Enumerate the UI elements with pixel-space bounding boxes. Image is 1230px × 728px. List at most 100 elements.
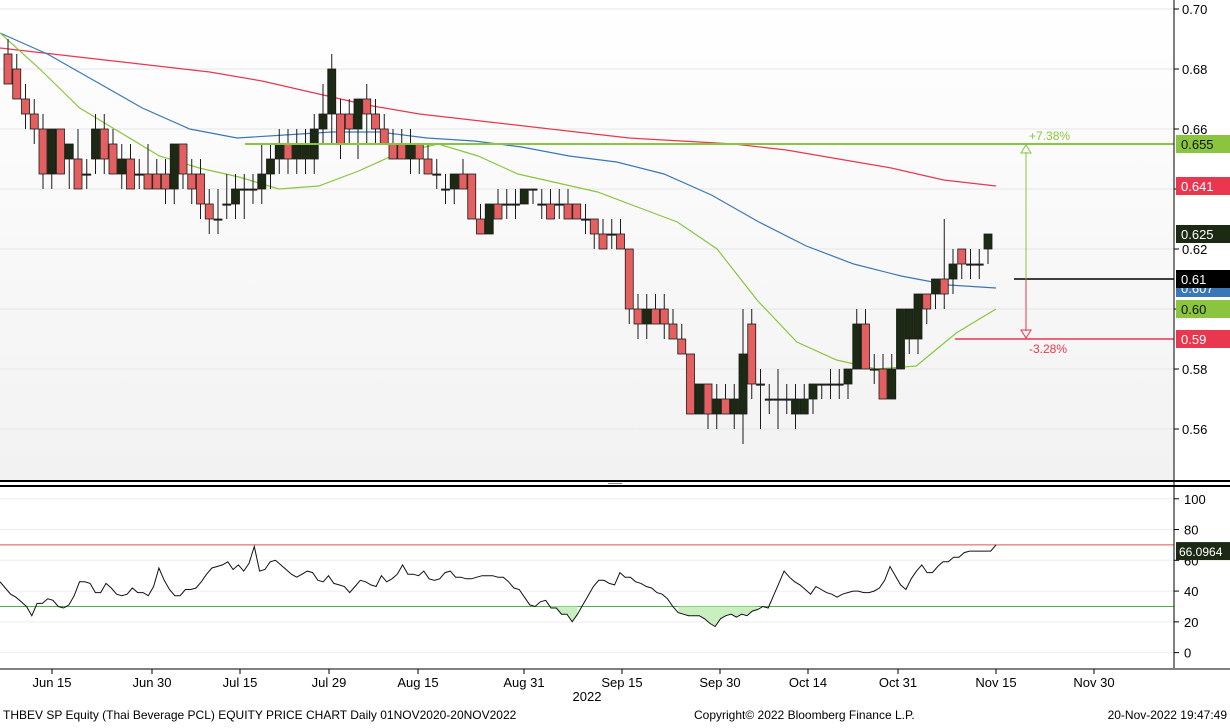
candle-body xyxy=(939,278,949,295)
candle-body xyxy=(764,398,774,401)
ma-200-value-tag: 0.641 xyxy=(1181,179,1214,194)
candle-body xyxy=(554,203,564,206)
candle-body xyxy=(913,293,923,340)
arrow-head-up xyxy=(1020,144,1032,154)
candle-body xyxy=(528,188,538,191)
candle-body xyxy=(782,398,792,401)
candle-body xyxy=(756,383,765,386)
ma-20-value-tag: 0.60 xyxy=(1181,302,1206,317)
price-tick-label: 0.62 xyxy=(1182,242,1207,257)
x-tick-label: Sep 15 xyxy=(601,675,642,690)
x-tick-label: Nov 30 xyxy=(1073,675,1114,690)
candle-body xyxy=(449,173,459,190)
candle-body xyxy=(834,383,844,386)
candle-body xyxy=(274,143,284,160)
x-tick-label: Aug 15 xyxy=(397,675,438,690)
candle-body xyxy=(283,143,293,160)
candle-body xyxy=(388,143,398,160)
x-tick-label: Oct 31 xyxy=(879,675,917,690)
candle-body xyxy=(878,368,888,400)
candle-body xyxy=(738,353,748,415)
axes xyxy=(0,0,1230,674)
candle-body xyxy=(519,188,529,205)
last-price-tag-bg xyxy=(1176,225,1230,243)
candle-body xyxy=(589,218,599,235)
candle-body xyxy=(493,203,503,220)
candle-body xyxy=(362,98,372,115)
candle-body xyxy=(458,173,468,190)
candle-body xyxy=(791,398,800,415)
candle-body xyxy=(843,368,853,385)
candle-body xyxy=(974,263,984,266)
candle-body xyxy=(808,383,818,400)
moving-average-line xyxy=(0,47,997,187)
candle-body xyxy=(91,128,100,160)
price-tick-label: 0.70 xyxy=(1182,2,1207,17)
candle-body xyxy=(852,323,862,370)
footer-right: 20-Nov-2022 19:47:49 xyxy=(1108,708,1228,722)
candle-body xyxy=(126,158,135,190)
candle-body xyxy=(607,233,617,236)
candle-body xyxy=(161,173,170,190)
candle-body xyxy=(773,398,783,401)
level-upper-tag: 0.655 xyxy=(1181,137,1214,152)
candle-body xyxy=(869,368,879,371)
x-axis-year-label: 2022 xyxy=(573,689,602,704)
rsi-oversold-fill xyxy=(678,606,758,627)
candle-body xyxy=(379,128,389,145)
candle-body xyxy=(108,143,118,175)
footer-left: THBEV SP Equity (Thai Beverage PCL) EQUI… xyxy=(3,708,517,722)
candle-body xyxy=(703,383,713,415)
candle-body xyxy=(537,203,547,206)
rsi-tick-label: 0 xyxy=(1184,646,1191,661)
candle-body xyxy=(799,398,809,415)
candle-body xyxy=(721,398,730,415)
candle-body xyxy=(712,398,722,415)
candle-body xyxy=(213,218,223,221)
candle-body xyxy=(222,203,232,206)
candle-body xyxy=(467,173,477,220)
candle-body xyxy=(397,143,407,160)
level-upper-tag-bg xyxy=(1176,135,1230,153)
candle-body xyxy=(887,368,897,400)
candle-body xyxy=(414,143,424,160)
candle-body xyxy=(301,143,310,160)
candle-body xyxy=(196,173,205,205)
candle-body xyxy=(257,173,267,190)
candle-body xyxy=(896,308,905,370)
candle-body xyxy=(187,173,197,190)
candle-body xyxy=(143,173,153,190)
candle-body xyxy=(82,173,92,176)
footer-center: Copyright© 2022 Bloomberg Finance L.P. xyxy=(694,708,915,722)
level-lower-tag-bg xyxy=(1176,330,1230,348)
candle-body xyxy=(21,98,30,115)
rsi-tick-label: 20 xyxy=(1184,615,1198,630)
candle-body xyxy=(511,203,520,206)
level-mid-tag: 0.61 xyxy=(1181,272,1206,287)
gridlines xyxy=(0,0,1174,654)
candle-body xyxy=(502,203,512,206)
x-tick-label: Jun 30 xyxy=(132,675,171,690)
price-tick-label: 0.56 xyxy=(1182,422,1207,437)
candle-body xyxy=(922,293,932,310)
candle-body xyxy=(152,173,162,190)
candle-body xyxy=(423,158,433,175)
candle-body xyxy=(3,53,13,85)
axis-labels: +7.38%-3.28%0.700.680.660.640.620.600.58… xyxy=(32,2,1230,704)
x-tick-label: Jun 15 xyxy=(32,675,71,690)
candle-body xyxy=(38,128,48,175)
x-tick-label: Jul 15 xyxy=(223,675,258,690)
candle-body xyxy=(624,248,634,310)
candle-body xyxy=(484,203,494,235)
candle-body xyxy=(47,128,57,175)
rsi-panel xyxy=(0,544,1174,628)
rsi-tick-label: 80 xyxy=(1184,523,1198,538)
price-tick-label: 0.68 xyxy=(1182,62,1207,77)
level-lower-tag: 0.59 xyxy=(1181,332,1206,347)
candle-body xyxy=(966,263,975,266)
candlestick-series xyxy=(3,39,993,444)
rsi-tick-label: 40 xyxy=(1184,584,1198,599)
candle-body xyxy=(581,218,590,221)
rsi-tick-label: 100 xyxy=(1184,492,1206,507)
